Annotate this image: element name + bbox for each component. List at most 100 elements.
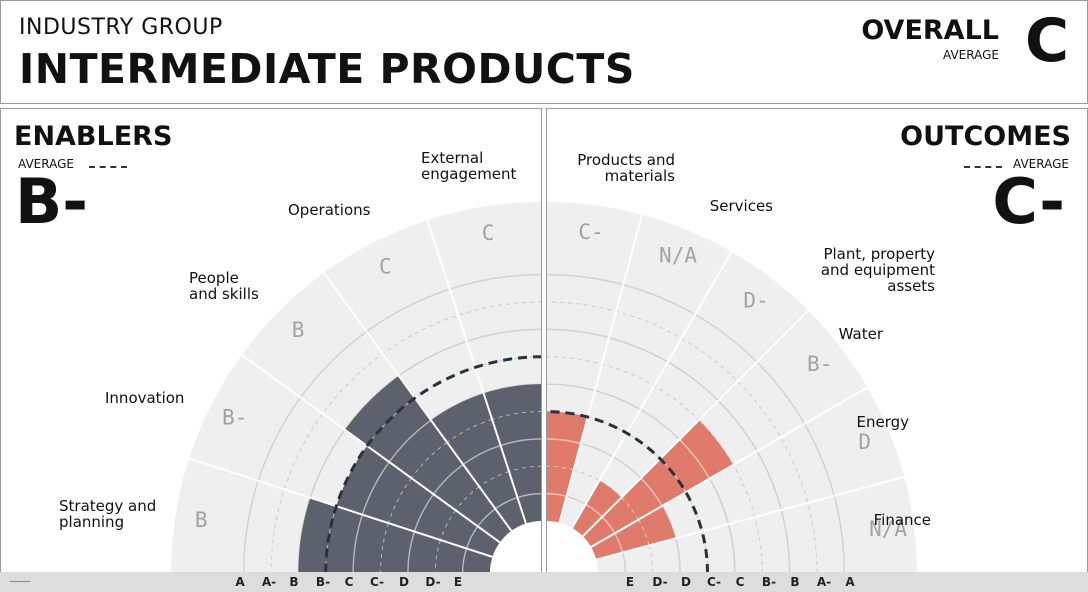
category-label-line: engagement bbox=[421, 165, 517, 183]
scale-tick-label: A- bbox=[817, 575, 831, 589]
outcomes-title: OUTCOMES bbox=[900, 121, 1071, 152]
outcomes-average-grade: C- bbox=[992, 165, 1065, 238]
grade-label: N/A bbox=[869, 517, 907, 541]
grade-label: D bbox=[858, 430, 871, 454]
bar-grid-ring bbox=[388, 419, 432, 463]
sector-divider bbox=[571, 249, 734, 529]
outcomes-panel: C- Products and materials N/A Services D- Plan… bbox=[546, 108, 1088, 592]
bar-grid-ring bbox=[679, 438, 711, 479]
enablers-chart: B Strategy and planning B- Innovation B People… bbox=[59, 149, 541, 574]
category-label-line: External bbox=[421, 149, 483, 167]
enablers-average-grade: B- bbox=[15, 165, 88, 238]
bar-strategy-and-planning bbox=[298, 497, 493, 573]
category-label: Innovation bbox=[105, 389, 184, 407]
grade-label: C- bbox=[578, 220, 603, 244]
bar-grid-ring bbox=[352, 514, 364, 574]
grid-ring bbox=[270, 301, 541, 574]
bar-grid-ring bbox=[380, 522, 389, 574]
enablers-title: ENABLERS bbox=[14, 121, 173, 152]
sector-divider bbox=[425, 217, 527, 524]
category-label-line: materials bbox=[605, 167, 676, 185]
header: INDUSTRY GROUP INTERMEDIATE PRODUCTS OVE… bbox=[0, 0, 1088, 104]
category-label-line: Water bbox=[839, 325, 884, 343]
bar-innovation bbox=[336, 445, 500, 557]
inner-hole bbox=[547, 521, 598, 573]
scale-tick-label: B bbox=[790, 575, 799, 589]
scale-tick-label: E bbox=[454, 575, 462, 589]
sector-divider bbox=[186, 456, 493, 558]
grade-label: B- bbox=[222, 405, 247, 429]
category-label-line: Strategy and bbox=[59, 497, 156, 515]
bar-grid-ring bbox=[446, 418, 493, 443]
sector-divider bbox=[590, 385, 870, 548]
bar-people-and-skills bbox=[344, 375, 512, 543]
category-label-line: Innovation bbox=[105, 389, 184, 407]
category-label: Finance bbox=[874, 511, 931, 529]
category-label-line: Services bbox=[710, 197, 773, 215]
category-label-line: People bbox=[189, 269, 239, 287]
scale-tick-label: C bbox=[345, 575, 354, 589]
category-label: Strategy and planning bbox=[59, 497, 156, 531]
category-label-line: Operations bbox=[288, 201, 371, 219]
scale-tick-label: C bbox=[736, 575, 745, 589]
inner-hole bbox=[490, 521, 541, 573]
grid-ring bbox=[547, 301, 818, 574]
scale-axis-bar: A A- B B- C C- D D- E E D- D C- C B- B A- A bbox=[0, 572, 1088, 592]
scale-tick-label: B- bbox=[762, 575, 776, 589]
sector-divider bbox=[239, 352, 501, 544]
bar-grid-ring bbox=[500, 438, 541, 447]
overall-average-label: AVERAGE bbox=[943, 48, 999, 62]
category-label: Energy bbox=[856, 413, 909, 431]
industry-group-title: INTERMEDIATE PRODUCTS bbox=[19, 45, 635, 93]
scale-tick-label: D bbox=[399, 575, 409, 589]
category-label: People and skills bbox=[189, 269, 259, 303]
grade-label: N/A bbox=[659, 243, 697, 267]
overall-grade: C bbox=[1024, 6, 1069, 76]
bar-water bbox=[582, 420, 734, 547]
bar-grid-ring bbox=[407, 531, 416, 574]
overall-label: OVERALL bbox=[861, 15, 999, 46]
sector-divider bbox=[582, 308, 811, 537]
category-label: Water bbox=[839, 325, 884, 343]
outcomes-chart: C- Products and materials N/A Services D- Plan… bbox=[547, 151, 935, 574]
scale-tick-label: A bbox=[235, 575, 245, 589]
scale-tick-label: C- bbox=[707, 575, 721, 589]
average-line bbox=[547, 410, 709, 574]
grade-label: B bbox=[292, 318, 305, 342]
bar-energy bbox=[591, 505, 676, 560]
category-label-line: Energy bbox=[856, 413, 909, 431]
category-label-line: planning bbox=[59, 513, 124, 531]
sector-divider bbox=[595, 475, 907, 561]
bar-external-engagement bbox=[483, 384, 541, 524]
scale-tick-label: B- bbox=[316, 575, 330, 589]
outcomes-average-label: AVERAGE bbox=[1013, 157, 1069, 171]
axis-marker bbox=[10, 581, 30, 582]
scale-tick-label: A bbox=[845, 575, 855, 589]
scale-tick-label: E bbox=[626, 575, 634, 589]
category-label-line: and skills bbox=[189, 285, 259, 303]
bar-grid-ring bbox=[462, 444, 501, 466]
category-label: Services bbox=[710, 197, 773, 215]
category-label: Products and materials bbox=[577, 151, 675, 185]
enablers-average-legend-line bbox=[89, 166, 127, 168]
category-label: External engagement bbox=[421, 149, 517, 183]
category-label: Operations bbox=[288, 201, 371, 219]
grade-label: C bbox=[482, 221, 495, 245]
bar-operations bbox=[430, 393, 526, 531]
bar-grid-ring bbox=[491, 411, 541, 420]
bar-grid-ring bbox=[361, 461, 390, 515]
bar-grid-ring bbox=[432, 463, 464, 495]
category-label-line: Products and bbox=[577, 151, 675, 169]
enablers-panel: B Strategy and planning B- Innovation B People… bbox=[0, 108, 542, 592]
grade-label: B bbox=[195, 508, 208, 532]
bar-grid-ring bbox=[410, 441, 448, 479]
enablers-average-label: AVERAGE bbox=[18, 157, 74, 171]
scale-axis: A A- B B- C C- D D- E E D- D C- C B- B A- A bbox=[235, 575, 855, 589]
scale-tick-label: A- bbox=[262, 575, 276, 589]
grade-label: C bbox=[379, 255, 392, 279]
sector-divider bbox=[558, 212, 644, 524]
scale-tick-label: D bbox=[681, 575, 691, 589]
grade-band-ring bbox=[242, 273, 541, 574]
bar-grid-ring bbox=[387, 477, 412, 524]
scale-tick-label: C- bbox=[370, 575, 384, 589]
